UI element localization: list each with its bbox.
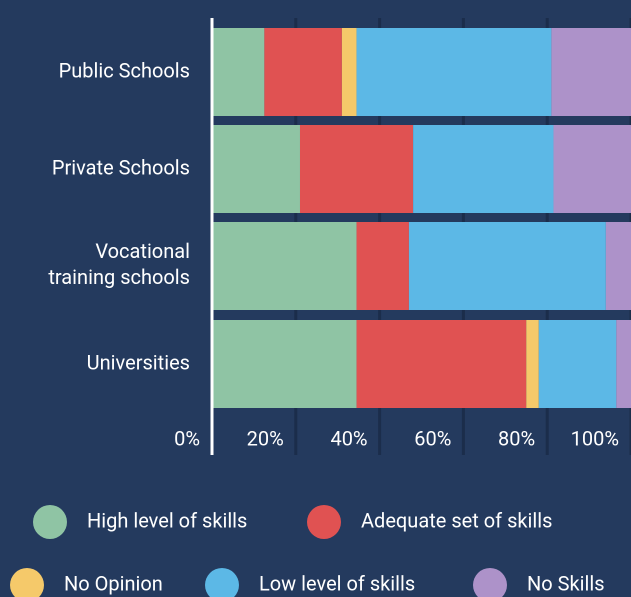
legend-swatch — [205, 568, 239, 597]
bar-segment — [538, 320, 617, 408]
bar-segment — [356, 28, 552, 116]
legend-swatch — [473, 568, 507, 597]
bar-segment — [212, 28, 265, 116]
x-tick-label: 40% — [330, 426, 367, 450]
y-tick-label: Vocational training schools — [48, 239, 190, 289]
bar-segment — [616, 320, 631, 408]
legend-label: Low level of skills — [259, 571, 415, 595]
bar-segment — [264, 28, 342, 116]
legend-swatch — [307, 505, 341, 539]
legend-label: Adequate set of skills — [361, 508, 552, 532]
bar-segment — [212, 222, 357, 310]
bar-segment — [212, 125, 300, 213]
legend-label: No Skills — [527, 571, 605, 595]
x-tick-label: 0% — [174, 426, 200, 450]
bar-segment — [212, 320, 357, 408]
legend-swatch — [33, 505, 67, 539]
y-tick-label: Public Schools — [59, 58, 190, 82]
bar-segment — [553, 125, 631, 213]
x-tick-label: 80% — [498, 426, 535, 450]
bar-segment — [356, 320, 527, 408]
bar-segment — [356, 222, 409, 310]
bar-segment — [413, 125, 554, 213]
bar-segment — [299, 125, 414, 213]
bar-segment — [605, 222, 631, 310]
bar-segment — [341, 28, 357, 116]
bar-segment — [408, 222, 606, 310]
x-tick-label: 100% — [571, 426, 619, 450]
legend-label: High level of skills — [87, 508, 247, 532]
legend-label: No Opinion — [64, 571, 163, 595]
y-tick-label: Universities — [87, 350, 190, 374]
legend-swatch — [10, 568, 44, 597]
bar-segment — [551, 28, 631, 116]
bar-segment — [526, 320, 539, 408]
y-tick-label: Private Schools — [52, 155, 190, 179]
x-tick-label: 60% — [414, 426, 451, 450]
x-tick-label: 20% — [247, 426, 284, 450]
